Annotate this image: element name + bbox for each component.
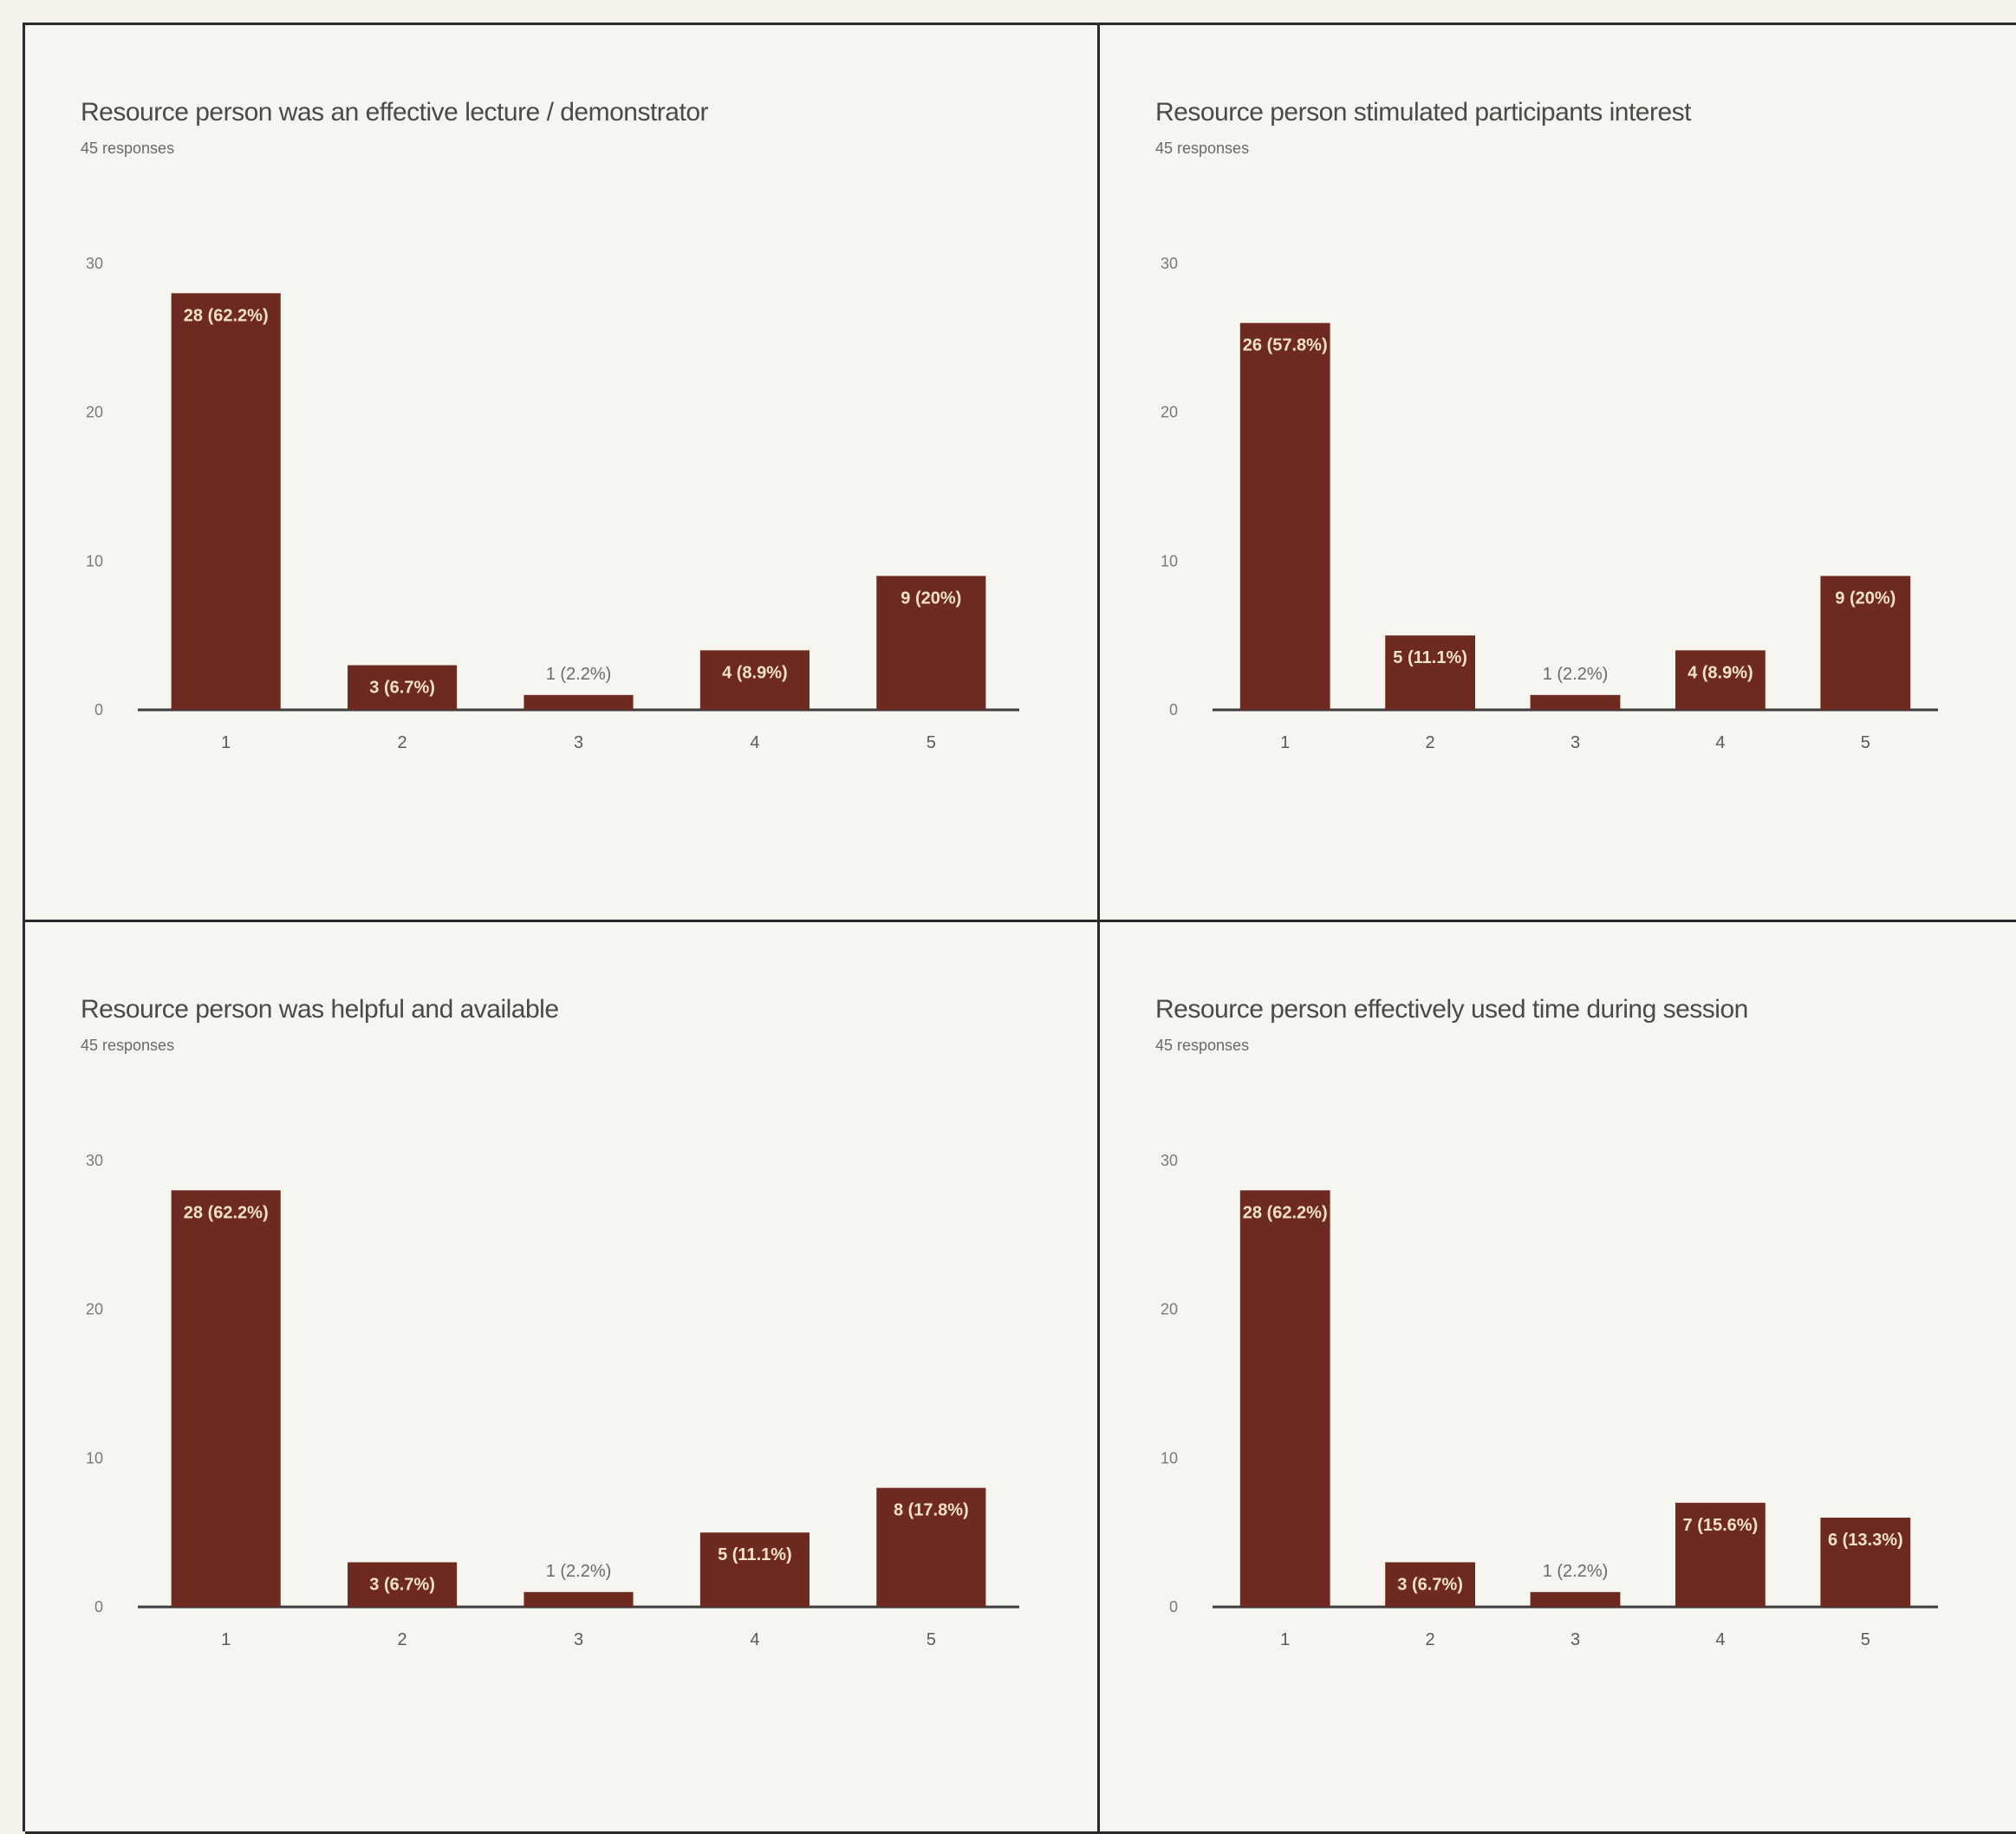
- data-label: 1 (2.2%): [546, 665, 612, 684]
- bar: [1675, 1502, 1766, 1607]
- chart-panel-1: Resource person was an effective lecture…: [25, 25, 1100, 922]
- y-tick-label: 30: [1161, 255, 1178, 272]
- bar: [1385, 1562, 1475, 1607]
- chart-panel-3: Resource person was helpful and availabl…: [25, 922, 1100, 1834]
- y-tick-label: 30: [1161, 1152, 1178, 1169]
- chart-title: Resource person stimulated participants …: [1155, 98, 1691, 127]
- bar: [1820, 576, 1911, 710]
- bar-chart-4: 0 10 20 30 28 (62.2%) 1 3 (6.7%) 2 1 (2.2%) 3 7 (1…: [1161, 1152, 1938, 1649]
- bar: [348, 1562, 458, 1607]
- y-tick-label: 10: [86, 552, 103, 569]
- data-label: 3 (6.7%): [1397, 1576, 1463, 1595]
- response-count: 45 responses: [81, 1037, 175, 1054]
- y-tick-label: 20: [1161, 404, 1178, 421]
- bar: [876, 576, 986, 710]
- bar: [348, 665, 458, 710]
- y-tick-label: 20: [86, 1301, 103, 1318]
- data-label: 6 (13.3%): [1828, 1531, 1903, 1550]
- data-label: 28 (62.2%): [184, 306, 269, 325]
- x-tick-label: 1: [1280, 1630, 1290, 1649]
- bar: [1239, 1190, 1330, 1607]
- y-tick-label: 10: [1161, 552, 1178, 569]
- x-tick-label: 2: [398, 733, 407, 752]
- data-label: 1 (2.2%): [1543, 665, 1609, 684]
- bar: [1385, 635, 1475, 710]
- data-label: 8 (17.8%): [894, 1501, 969, 1520]
- data-label: 4 (8.9%): [1688, 663, 1753, 682]
- bar: [1530, 1591, 1621, 1607]
- x-tick-label: 4: [750, 1630, 759, 1649]
- chart-grid: Resource person was an effective lecture…: [23, 23, 2016, 1834]
- bar: [699, 650, 810, 710]
- bar: [524, 694, 634, 710]
- response-count: 45 responses: [1155, 140, 1250, 157]
- bar: [1675, 650, 1766, 710]
- y-tick-label: 20: [86, 404, 103, 421]
- data-label: 7 (15.6%): [1683, 1516, 1759, 1535]
- x-tick-label: 3: [1571, 733, 1580, 752]
- y-tick-label: 10: [1161, 1449, 1178, 1467]
- y-tick-label: 0: [1169, 701, 1178, 719]
- data-label: 1 (2.2%): [546, 1562, 612, 1581]
- data-label: 26 (57.8%): [1243, 336, 1328, 355]
- y-tick-label: 10: [86, 1449, 103, 1467]
- x-tick-label: 3: [574, 733, 583, 752]
- x-tick-label: 3: [574, 1630, 583, 1649]
- bar-chart-3: 0 10 20 30 28 (62.2%) 1 3 (6.7%) 2 1 (2.2%) 3 5 (1…: [86, 1152, 1019, 1649]
- bar: [1530, 694, 1621, 710]
- x-tick-label: 4: [1715, 1630, 1725, 1649]
- data-label: 9 (20%): [1835, 589, 1896, 608]
- x-tick-label: 1: [221, 733, 231, 752]
- response-count: 45 responses: [1155, 1037, 1250, 1054]
- chart-panel-4: Resource person effectively used time du…: [1100, 922, 2016, 1834]
- x-tick-label: 5: [1861, 733, 1870, 752]
- y-tick-label: 20: [1161, 1301, 1178, 1318]
- bar: [1820, 1518, 1911, 1607]
- chart-title: Resource person was an effective lecture…: [81, 98, 709, 127]
- x-tick-label: 3: [1571, 1630, 1580, 1649]
- bar: [171, 1190, 281, 1607]
- x-tick-label: 2: [1426, 733, 1435, 752]
- x-tick-label: 1: [221, 1630, 231, 1649]
- data-label: 5 (11.1%): [718, 1545, 792, 1564]
- data-label: 3 (6.7%): [369, 679, 435, 698]
- x-tick-label: 1: [1280, 733, 1290, 752]
- x-tick-label: 5: [927, 1630, 936, 1649]
- bar: [171, 293, 281, 710]
- chart-title: Resource person was helpful and availabl…: [81, 995, 559, 1024]
- bar: [524, 1591, 634, 1607]
- x-tick-label: 5: [1861, 1630, 1870, 1649]
- y-tick-label: 0: [1169, 1598, 1178, 1616]
- x-tick-label: 4: [750, 733, 759, 752]
- bar: [699, 1532, 810, 1607]
- y-tick-label: 30: [86, 255, 103, 272]
- x-tick-label: 2: [398, 1630, 407, 1649]
- chart-panel-2: Resource person stimulated participants …: [1100, 25, 2016, 922]
- data-label: 5 (11.1%): [1393, 648, 1467, 667]
- bar: [876, 1487, 986, 1607]
- y-tick-label: 0: [94, 1598, 103, 1616]
- data-label: 3 (6.7%): [369, 1576, 435, 1595]
- data-label: 9 (20%): [901, 589, 961, 608]
- bar-chart-1: 0 10 20 30 28 (62.2%) 1 3 (6.7%) 2 1 (2.2%) 3 4 (8…: [86, 255, 1019, 752]
- chart-title: Resource person effectively used time du…: [1155, 995, 1748, 1024]
- x-tick-label: 2: [1426, 1630, 1435, 1649]
- x-tick-label: 5: [927, 733, 936, 752]
- response-count: 45 responses: [81, 140, 175, 157]
- bar-chart-2: 0 10 20 30 26 (57.8%) 1 5 (11.1%) 2 1 (2.2%) 3 4 (…: [1161, 255, 1938, 752]
- data-label: 28 (62.2%): [184, 1203, 269, 1222]
- data-label: 4 (8.9%): [722, 663, 788, 682]
- data-label: 1 (2.2%): [1543, 1562, 1609, 1581]
- data-label: 28 (62.2%): [1243, 1203, 1328, 1222]
- x-tick-label: 4: [1715, 733, 1725, 752]
- bar: [1239, 322, 1330, 710]
- y-tick-label: 30: [86, 1152, 103, 1169]
- y-tick-label: 0: [94, 701, 103, 719]
